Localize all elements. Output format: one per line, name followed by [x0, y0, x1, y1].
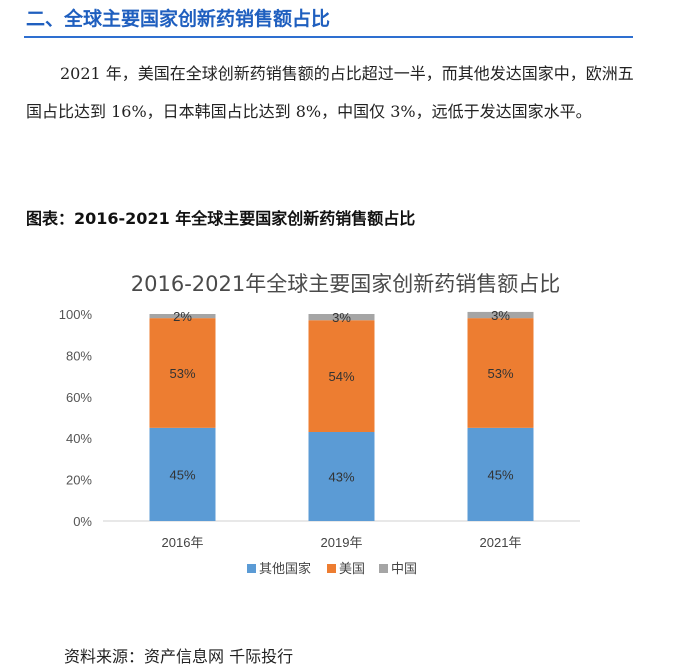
legend-label: 其他国家: [259, 561, 311, 576]
data-label: 43%: [328, 469, 354, 484]
data-label: 3%: [491, 308, 510, 323]
bar-segment: [149, 314, 216, 319]
legend-swatch: [379, 564, 388, 573]
bar-segment: [467, 318, 534, 428]
chart-title: 2016-2021年全球主要国家创新药销售额占比: [130, 272, 561, 296]
x-tick-label: 2019年: [321, 535, 363, 550]
data-label: 53%: [169, 366, 195, 381]
legend-label: 美国: [339, 561, 365, 576]
source-note: 资料来源：资产信息网 千际投行: [64, 647, 294, 666]
section-heading: 二、全球主要国家创新药销售额占比: [26, 8, 331, 30]
legend-swatch: [327, 564, 336, 573]
bar-segment: [467, 427, 534, 521]
bar-segment: [467, 311, 534, 319]
y-tick-label: 20%: [66, 473, 92, 488]
y-tick-label: 40%: [66, 431, 92, 446]
legend-label: 中国: [391, 561, 417, 576]
legend-swatch: [247, 564, 256, 573]
x-tick-label: 2021年: [480, 535, 522, 550]
y-tick-label: 80%: [66, 348, 92, 363]
data-label: 45%: [487, 467, 513, 482]
data-label: 45%: [169, 467, 195, 482]
figure-caption: 图表：2016-2021 年全球主要国家创新药销售额占比: [26, 209, 416, 228]
data-label: 53%: [487, 366, 513, 381]
bar-segment: [308, 314, 375, 321]
heading-underline: [24, 36, 633, 38]
body-paragraph: 2021 年，美国在全球创新药销售额的占比超过一半，而其他发达国家中，欧洲五国占…: [26, 64, 634, 121]
bar-segment: [149, 318, 216, 428]
y-tick-label: 0%: [73, 514, 92, 529]
data-label: 54%: [328, 369, 354, 384]
data-label: 2%: [173, 309, 192, 324]
stacked-bar-chart: 0% 20% 40% 60% 80% 100% 45% 53% 2% 2016年 43% 54% 3% 2…: [59, 307, 580, 576]
bar-segment: [308, 431, 375, 521]
x-tick-label: 2016年: [162, 535, 204, 550]
y-tick-label: 60%: [66, 390, 92, 405]
bar-segment: [308, 320, 375, 432]
bar-segment: [149, 427, 216, 521]
data-label: 3%: [332, 310, 351, 325]
y-tick-label: 100%: [59, 307, 93, 322]
